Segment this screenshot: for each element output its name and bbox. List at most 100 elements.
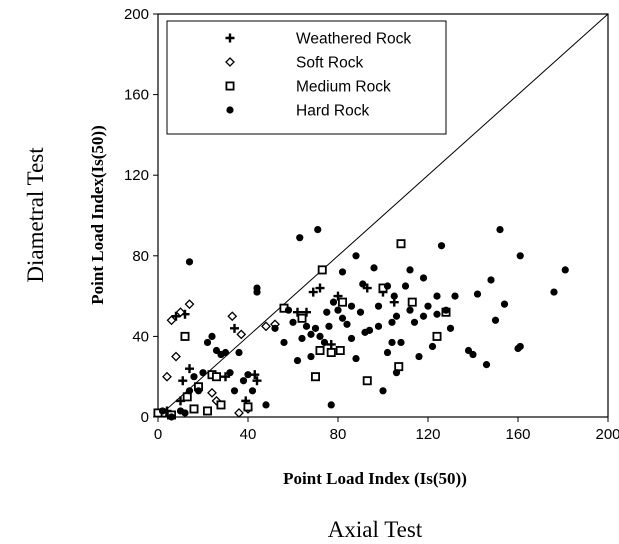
y-tick-label: 120 (124, 167, 149, 184)
data-point (236, 329, 247, 340)
data-point (446, 324, 455, 332)
data-point (167, 413, 176, 421)
data-point (221, 348, 230, 357)
data-point (158, 407, 167, 415)
data-point (178, 376, 188, 386)
data-point (171, 351, 181, 362)
series-hard-rock (158, 226, 569, 421)
data-point (419, 274, 428, 282)
data-point (365, 326, 374, 334)
legend-item: Medium Rock (225, 79, 391, 96)
data-point (428, 342, 437, 351)
x-tick-label: 160 (505, 426, 530, 443)
data-point (284, 306, 293, 314)
data-point (356, 308, 365, 316)
data-point (244, 371, 252, 379)
data-point (379, 387, 387, 395)
y-tick-label: 0 (141, 409, 149, 426)
data-point (383, 282, 392, 290)
legend-item: Weathered Rock (225, 31, 411, 48)
data-point (374, 302, 383, 310)
data-point (202, 406, 212, 416)
data-point (383, 348, 392, 357)
legend-label: Weathered Rock (296, 31, 411, 48)
data-point (359, 280, 367, 288)
data-point (185, 364, 194, 374)
data-point (500, 300, 509, 308)
data-point (433, 292, 441, 300)
data-point (392, 312, 401, 320)
data-point (221, 372, 230, 382)
data-point (347, 302, 356, 310)
data-point (310, 372, 320, 382)
x-tick-label: 0 (154, 426, 162, 443)
data-point (424, 302, 432, 310)
data-point (190, 373, 198, 381)
data-point (227, 311, 238, 322)
data-point (311, 324, 320, 332)
data-point (307, 352, 315, 361)
data-point (326, 339, 336, 349)
x-tick-label: 40 (240, 426, 257, 443)
data-point (250, 370, 260, 380)
legend-box (166, 20, 447, 135)
data-point (243, 402, 253, 412)
data-point (370, 264, 378, 272)
data-point (550, 288, 558, 296)
data-point (335, 346, 345, 356)
data-point (362, 283, 372, 293)
data-point (297, 313, 307, 323)
data-point (185, 387, 194, 395)
data-point (307, 330, 315, 338)
data-point (432, 331, 442, 341)
data-point (185, 258, 194, 266)
data-point (180, 331, 190, 341)
data-point (199, 369, 207, 377)
data-point (374, 322, 383, 330)
data-point (352, 354, 360, 363)
data-point (442, 306, 450, 314)
data-point (482, 361, 491, 369)
data-point (314, 226, 322, 234)
one-to-one-reference-line (157, 13, 609, 418)
data-point (194, 387, 203, 395)
x-tick-label: 80 (330, 426, 347, 443)
data-point (347, 334, 356, 343)
data-point (317, 265, 327, 275)
legend-item: Hard Rock (226, 103, 369, 120)
data-point (388, 338, 396, 347)
data-point (316, 332, 324, 340)
data-point (323, 308, 331, 316)
data-point (315, 346, 325, 356)
data-point (451, 292, 459, 300)
data-point (203, 338, 212, 347)
data-point (175, 307, 186, 318)
data-point (406, 306, 414, 314)
data-point (401, 282, 410, 290)
y-tick-label: 40 (132, 328, 149, 345)
data-point (252, 376, 262, 386)
plot-area-border (157, 13, 609, 418)
data-point (406, 266, 414, 274)
legend-marker (226, 106, 234, 114)
data-point (315, 283, 325, 293)
data-point (469, 350, 477, 359)
data-point (216, 400, 226, 410)
data-point (230, 323, 239, 333)
data-point (211, 372, 221, 382)
data-point (320, 338, 329, 347)
data-point (334, 306, 342, 314)
data-point (326, 348, 336, 358)
data-point (207, 387, 217, 398)
data-points (153, 226, 569, 421)
data-point (239, 377, 248, 385)
outer-y-axis-title: Diametral Test (23, 147, 48, 283)
legend-items: Weathered Rock Soft Rock Medium Rock Hard R… (225, 31, 411, 120)
data-point (516, 342, 524, 351)
data-point (280, 338, 288, 347)
data-point (302, 322, 311, 330)
data-point (397, 338, 405, 347)
data-point (419, 312, 428, 320)
legend: Weathered Rock Soft Rock Medium Rock Hard R… (166, 20, 447, 135)
